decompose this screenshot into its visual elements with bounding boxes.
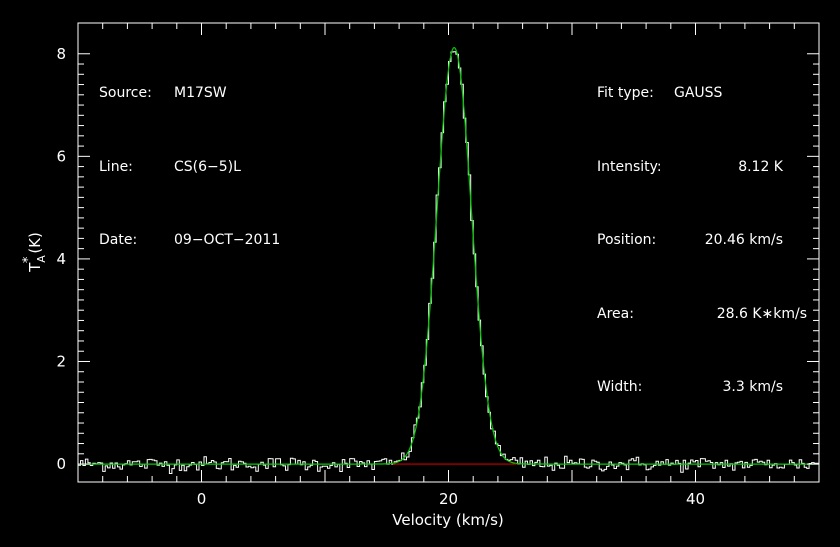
y-tick-label: 8 [56, 45, 66, 63]
line-label: Line: [99, 158, 133, 175]
area-label: Area: [597, 305, 634, 322]
observation-info: Source: M17SW Line: CS(6−5)L Date: 09−OCT−2… [99, 32, 319, 277]
y-label-sub: A [35, 255, 48, 263]
axes: 0 20 40 0 2 4 6 8 [56, 23, 819, 508]
x-tick-label: 40 [686, 490, 705, 508]
fit-type-value: GAUSS [674, 85, 723, 101]
y-tick-label: 4 [56, 250, 66, 268]
x-axis-label: Velocity (km/s) [392, 511, 503, 529]
info-row-position: Position: 20.46 km/s [597, 228, 807, 253]
info-row-date: Date: 09−OCT−2011 [99, 228, 319, 253]
width-value: 3.3 km/s [722, 379, 783, 395]
info-row-source: Source: M17SW [99, 81, 319, 106]
y-axis-label: TA* (K) [21, 232, 48, 273]
source-value: M17SW [174, 85, 227, 101]
position-value: 20.46 km/s [704, 232, 783, 248]
line-value: CS(6−5)L [174, 158, 241, 175]
y-label-t: T [26, 262, 44, 273]
fit-type-label: Fit type: [597, 85, 654, 101]
y-tick-label: 0 [56, 455, 66, 473]
position-label: Position: [597, 232, 657, 248]
y-tick-label: 2 [56, 352, 66, 370]
y-label-unit: (K) [26, 232, 44, 254]
x-tick-label: 20 [439, 490, 458, 508]
svg-text:TA*(K): TA* (K) [21, 232, 48, 273]
info-row-intensity: Intensity: 8.12 K [597, 155, 807, 180]
y-tick-label: 6 [56, 147, 66, 165]
width-label: Width: [597, 379, 643, 395]
area-value: 28.6 K∗km/s [716, 305, 807, 322]
info-row-line: Line: CS(6−5)L [99, 155, 319, 180]
intensity-value: 8.12 K [738, 158, 783, 175]
x-tick-label: 0 [197, 490, 207, 508]
fit-info: Fit type: GAUSS Intensity: 8.12 K Position… [597, 32, 807, 424]
info-row-fit-type: Fit type: GAUSS [597, 81, 807, 106]
info-row-width: Width: 3.3 km/s [597, 375, 807, 400]
intensity-label: Intensity: [597, 158, 662, 175]
date-value: 09−OCT−2011 [174, 232, 281, 248]
y-label-sup: * [21, 256, 36, 263]
info-row-area: Area: 28.6 K∗km/s [597, 302, 807, 327]
date-label: Date: [99, 232, 138, 248]
gaussian-fit-series [78, 46, 819, 465]
gaussian-fit-line [78, 46, 819, 465]
source-label: Source: [99, 85, 152, 101]
